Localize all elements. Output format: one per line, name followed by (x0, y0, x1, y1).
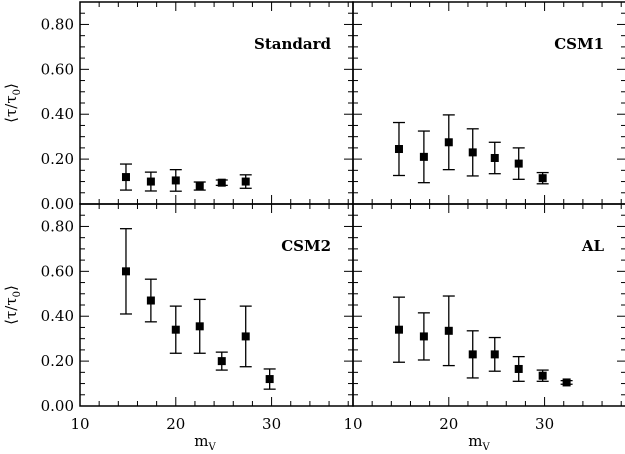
panel-label: CSM2 (281, 237, 331, 255)
x-axis-title-sub: V (482, 442, 491, 453)
data-point (146, 296, 155, 305)
y-tick-label: 0.20 (41, 150, 74, 168)
data-point (490, 350, 499, 359)
data-point (394, 145, 403, 154)
x-tick-label: 30 (262, 415, 281, 433)
data-point (121, 173, 130, 182)
x-tick-label: 10 (343, 415, 362, 433)
y-axis-title-sub: 0 (12, 291, 23, 297)
data-point (490, 153, 499, 162)
data-point (394, 325, 403, 334)
y-tick-label: 0.20 (41, 352, 74, 370)
panel-label: CSM1 (554, 35, 604, 53)
data-point (146, 177, 155, 186)
y-axis-title-main: ⟨τ/τ (2, 297, 20, 325)
panels: 0.00 0.20 0.40 0.60 0.80 Standard CSM1 0.00 0.20… (41, 1, 625, 433)
panel-standard: 0.00 0.20 0.40 0.60 0.80 Standard (41, 1, 354, 213)
y-tick-label: 0.40 (41, 105, 74, 123)
y-tick-label: 0.00 (41, 397, 74, 415)
x-tick-label: 20 (166, 415, 185, 433)
panel-label: AL (581, 237, 605, 255)
data-point (265, 375, 274, 384)
data-point (195, 182, 204, 191)
data-point (514, 159, 523, 168)
y-axis-title-top: ⟨τ/τ0⟩ (2, 83, 23, 123)
data-point (538, 371, 547, 380)
x-axis-title-right: mV (468, 432, 490, 453)
y-axis-title-sub: 0 (12, 89, 23, 95)
x-axis-title-left: mV (194, 432, 216, 453)
panel-label: Standard (254, 35, 331, 53)
x-tick-label: 30 (535, 415, 554, 433)
y-tick-label: 0.60 (41, 262, 74, 280)
panel-al: 10 20 30 AL (343, 203, 625, 433)
panel-csm2: 0.00 0.20 0.40 0.60 0.80 10 20 30 CSM2 (41, 203, 354, 433)
data-point (241, 177, 250, 186)
y-axis-title-bottom: ⟨τ/τ0⟩ (2, 285, 23, 325)
x-tick-label: 20 (439, 415, 458, 433)
panel-frame (352, 203, 625, 407)
data-point (121, 267, 130, 276)
x-tick-label: 10 (70, 415, 89, 433)
y-tick-label: 0.80 (41, 15, 74, 33)
y-axis-title-close: ⟩ (2, 285, 20, 291)
data-point (562, 378, 571, 387)
data-point (468, 350, 477, 359)
data-point (217, 178, 226, 187)
data-point (538, 174, 547, 183)
data-point (171, 176, 180, 185)
data-point (444, 138, 453, 147)
data-point (468, 148, 477, 157)
data-point (171, 325, 180, 334)
data-point (419, 332, 428, 341)
y-axis-title-close: ⟩ (2, 83, 20, 89)
panel-csm1: CSM1 (352, 1, 625, 205)
y-tick-label: 0.00 (41, 195, 74, 213)
data-point (444, 326, 453, 335)
data-point (195, 322, 204, 331)
y-tick-label: 0.40 (41, 307, 74, 325)
x-axis-title-main: m (194, 432, 208, 450)
panel-frame (79, 203, 354, 407)
y-tick-label: 0.80 (41, 217, 74, 235)
data-point (217, 357, 226, 366)
panel-frame (79, 1, 354, 205)
data-point (241, 332, 250, 341)
x-axis-title-main: m (468, 432, 482, 450)
y-tick-label: 0.60 (41, 60, 74, 78)
x-axis-title-sub: V (208, 442, 217, 453)
data-point (419, 152, 428, 161)
y-axis-title-main: ⟨τ/τ (2, 95, 20, 123)
data-point (514, 364, 523, 373)
